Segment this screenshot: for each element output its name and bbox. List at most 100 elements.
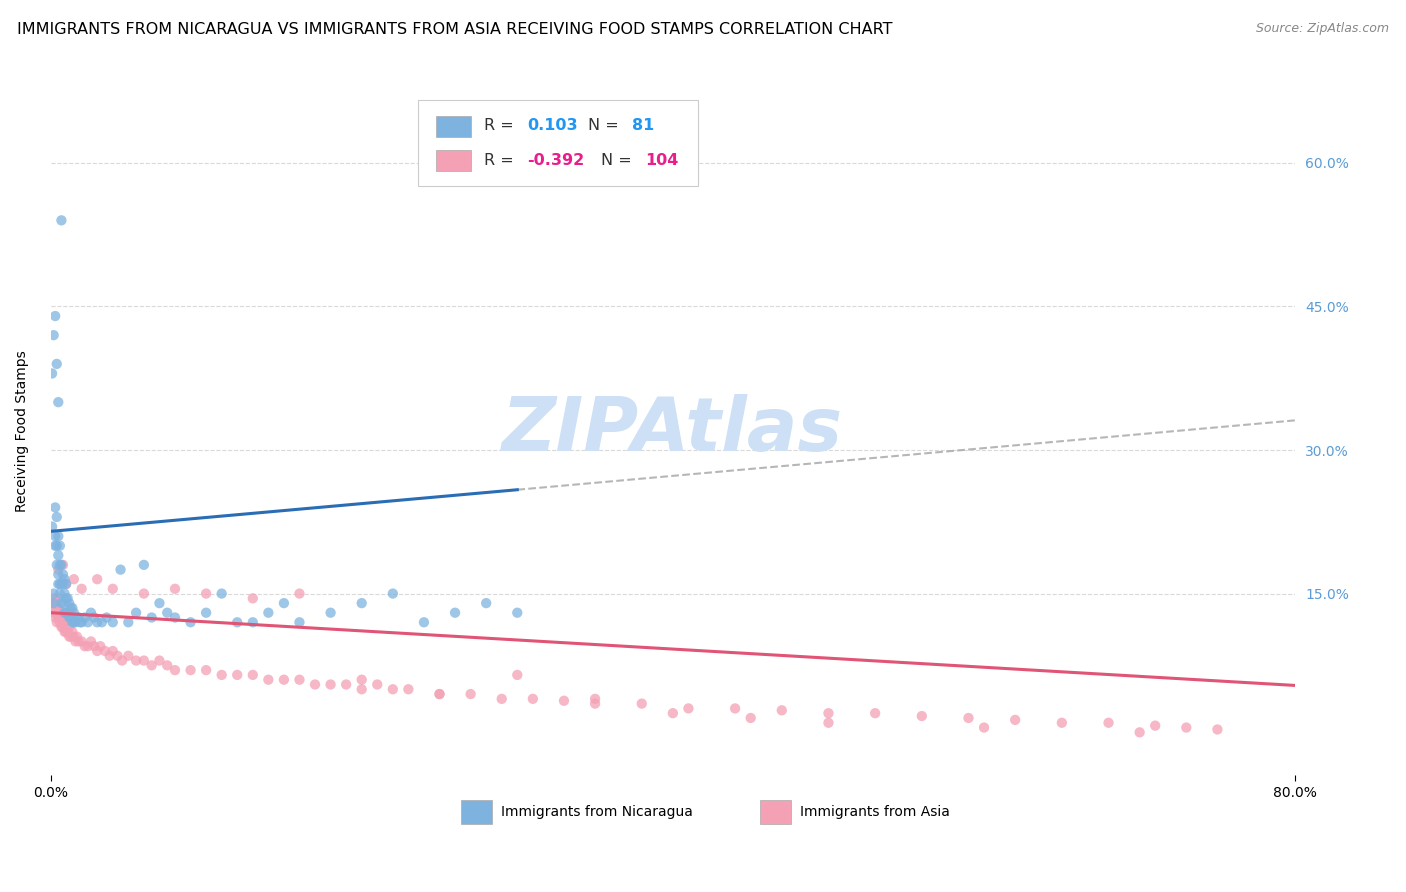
FancyBboxPatch shape (761, 799, 792, 823)
Point (132, 558, 155, 572)
Point (86, 572, 108, 586)
Point (1206, 723, 1229, 737)
Point (45, 539, 67, 553)
Point (911, 709, 934, 723)
Point (141, 658, 163, 673)
Point (44, 309, 66, 323)
Point (63, 606, 86, 620)
Point (46, 601, 69, 615)
Point (662, 706, 685, 721)
Point (63, 630, 86, 644)
Point (156, 658, 179, 673)
Point (195, 606, 218, 620)
Point (56, 606, 79, 620)
Point (58, 630, 80, 644)
Point (49, 586, 72, 600)
Point (110, 563, 132, 577)
Point (583, 697, 606, 711)
Point (273, 673, 295, 687)
Point (163, 582, 186, 596)
Point (973, 721, 995, 735)
Point (180, 663, 202, 677)
Point (66, 630, 89, 644)
Point (52, 577, 75, 591)
Point (52, 567, 75, 582)
Point (460, 687, 482, 701)
Point (49, 558, 72, 572)
Text: Immigrants from Asia: Immigrants from Asia (800, 805, 949, 819)
Point (107, 648, 129, 663)
Point (156, 606, 179, 620)
Point (41, 367, 63, 381)
Point (148, 596, 170, 610)
Point (817, 706, 839, 721)
Point (117, 648, 139, 663)
Point (141, 610, 163, 624)
Point (350, 682, 373, 697)
Point (49, 615, 72, 630)
Point (111, 654, 134, 668)
Point (51, 596, 73, 610)
Point (65, 634, 87, 648)
Point (55, 606, 77, 620)
Point (42, 328, 65, 343)
Point (678, 701, 700, 715)
Point (58, 596, 80, 610)
Point (53, 606, 76, 620)
Point (52, 558, 75, 572)
Text: R =: R = (484, 118, 519, 133)
Point (226, 615, 249, 630)
Point (51, 610, 73, 624)
Point (429, 687, 451, 701)
Text: -0.392: -0.392 (527, 153, 585, 168)
Point (1097, 715, 1119, 730)
Point (55, 591, 77, 606)
Point (53, 624, 76, 639)
Text: 81: 81 (631, 118, 654, 133)
Point (630, 697, 652, 711)
Point (86, 644, 108, 658)
Point (83, 610, 105, 624)
Point (56, 591, 79, 606)
Point (444, 606, 467, 620)
Point (163, 663, 186, 677)
Point (288, 586, 311, 600)
Point (101, 582, 124, 596)
Point (211, 668, 233, 682)
Point (89, 639, 111, 653)
Point (67, 634, 90, 648)
Point (53, 615, 76, 630)
Point (46, 591, 69, 606)
Point (55, 624, 77, 639)
Point (553, 694, 575, 708)
Point (76, 639, 98, 653)
Point (583, 691, 606, 706)
Point (211, 586, 233, 600)
Point (304, 677, 326, 691)
Point (70, 582, 93, 596)
Point (506, 668, 529, 682)
Text: 0.103: 0.103 (527, 118, 578, 133)
Point (73, 639, 96, 653)
Point (86, 615, 108, 630)
Point (350, 673, 373, 687)
Point (1144, 718, 1167, 732)
Point (101, 615, 124, 630)
Point (56, 624, 79, 639)
Point (60, 615, 83, 630)
Point (288, 673, 311, 687)
Point (49, 539, 72, 553)
Point (51, 620, 73, 634)
Point (63, 615, 86, 630)
Text: IMMIGRANTS FROM NICARAGUA VS IMMIGRANTS FROM ASIA RECEIVING FOOD STAMPS CORRELAT: IMMIGRANTS FROM NICARAGUA VS IMMIGRANTS … (17, 22, 893, 37)
Point (257, 606, 280, 620)
FancyBboxPatch shape (461, 799, 492, 823)
Text: Immigrants from Nicaragua: Immigrants from Nicaragua (501, 805, 693, 819)
Point (195, 663, 218, 677)
Point (44, 601, 66, 615)
Point (45, 558, 67, 572)
Text: ZIPAtlas: ZIPAtlas (502, 394, 844, 467)
Point (44, 539, 66, 553)
Point (46, 549, 69, 563)
Point (740, 711, 762, 725)
